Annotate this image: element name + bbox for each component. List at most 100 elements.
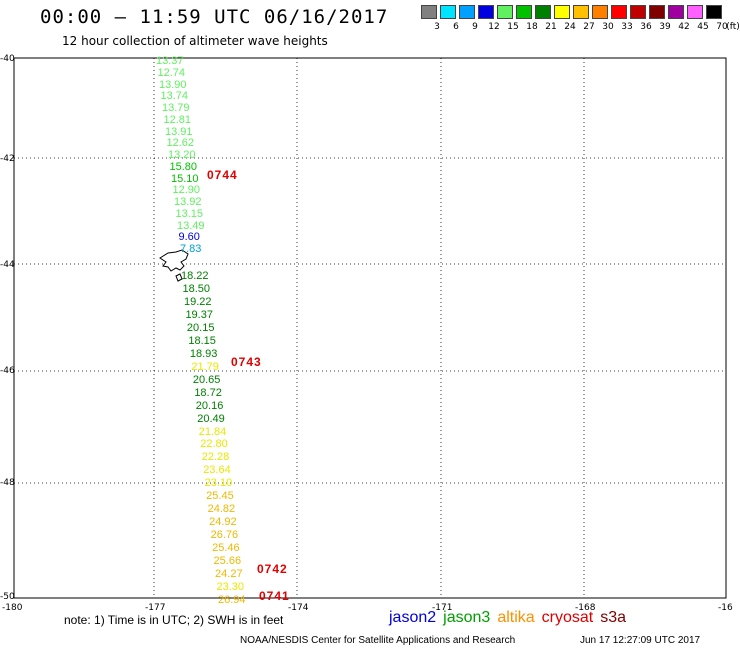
wave-height-value: 20.16 [195,399,224,412]
wave-height-value: 18.93 [189,347,218,360]
wave-height-value: 13.79 [162,102,190,114]
wave-height-value: 12.62 [166,137,195,150]
scale-swatch-27 [573,5,589,19]
wave-height-value: 23.64 [203,464,231,477]
scale-label-12: 12 [488,22,500,32]
island-detail [175,273,183,282]
scale-swatch-18 [516,5,532,19]
scale-label-15: 15 [507,22,519,32]
pass-time-label: 0742 [257,562,288,576]
wave-height-value: 13.74 [160,90,189,103]
x-tick-label: -16 [718,603,733,613]
wave-height-value: 24.27 [215,568,243,581]
legend-jason3: jason3 [443,609,491,626]
scale-label-42: 42 [678,22,690,32]
scale-label-33: 33 [621,22,633,32]
scale-swatch-21 [535,5,551,19]
scale-swatch-33 [611,5,627,19]
wave-height-value: 22.28 [201,451,230,464]
legend-jason2: jason2 [389,609,437,626]
wave-height-value: 13.91 [165,125,193,138]
scale-label-21: 21 [545,22,557,32]
wave-height-value: 9.60 [178,231,200,244]
wave-height-value: 24.82 [207,503,236,516]
pass-time-label: 0744 [207,168,238,182]
wave-height-value: 21.84 [198,425,227,438]
scale-label-30: 30 [602,22,614,32]
scale-label-36: 36 [640,22,652,32]
scale-swatch-30 [592,5,608,19]
units-note: note: 1) Time is in UTC; 2) SWH is in fe… [64,613,284,627]
credit-line: NOAA/NESDIS Center for Satellite Applica… [240,635,516,646]
y-tick-label: -48 [0,478,15,488]
scale-swatch-70 [706,5,722,19]
wave-height-value: 19.22 [183,295,212,308]
scale-label-45: 45 [697,22,709,32]
scale-label-9: 9 [472,22,478,32]
wave-height-value: 18.22 [181,270,209,282]
scale-unit: (ft) [726,22,740,32]
wave-height-value: 13.15 [175,207,204,220]
wave-height-value: 24.92 [209,516,237,529]
x-tick-label: -171 [432,603,453,613]
x-tick-label: -168 [575,603,596,613]
scale-label-3: 3 [434,22,440,32]
wave-height-value: 25.66 [213,555,242,568]
wave-height-value: 13.92 [174,196,202,208]
scale-label-6: 6 [453,22,459,32]
chart-subtitle: 12 hour collection of altimeter wave hei… [62,34,328,48]
scale-swatch-15 [497,5,513,19]
grid-lines [14,58,726,598]
chart-title: 00:00 – 11:59 UTC 06/16/2017 [40,6,389,28]
wave-height-value: 7.83 [180,243,202,255]
wave-height-value: 25.46 [212,542,240,555]
scale-swatch-36 [630,5,646,19]
wave-height-value: 21.79 [191,360,219,373]
legend-cryosat: cryosat [541,609,594,626]
satellite-legend: jason2 jason3 altika cryosat s3a [389,609,633,627]
wave-height-value: 25.45 [206,490,234,503]
wave-height-value: 18.15 [188,334,216,347]
wave-height-value: 26.76 [210,529,239,542]
wave-height-value: 20.15 [186,321,215,334]
generation-timestamp: Jun 17 12:27:09 UTC 2017 [580,635,701,646]
x-tick-label: -180 [2,603,23,613]
wave-height-value: 18.72 [194,386,222,399]
wave-height-value: 20.65 [192,373,221,386]
scale-label-24: 24 [564,22,576,32]
y-tick-label: -44 [0,260,15,270]
pass-time-label: 0741 [259,589,290,603]
scale-label-27: 27 [583,22,595,32]
wave-height-value: 19.37 [185,308,213,321]
wave-height-value: 15.10 [171,172,199,185]
wave-height-value: 13.37 [156,55,184,67]
wave-height-value: 13.49 [177,219,205,232]
scale-swatch-6 [440,5,456,19]
legend-s3a: s3a [600,609,627,626]
island-outline [159,249,189,272]
pass-time-label: 0743 [231,355,262,369]
map-border [13,57,727,599]
wave-height-value: 18.50 [182,282,210,295]
scale-label-18: 18 [526,22,538,32]
wave-height-value: 23.30 [216,581,245,594]
legend-altika: altika [497,609,535,626]
scale-label-39: 39 [659,22,671,32]
scale-swatch-12 [478,5,494,19]
scale-swatch-39 [649,5,665,19]
y-tick-label: -40 [0,54,15,64]
wave-height-value: 15.80 [169,160,198,173]
wave-height-value: 12.81 [163,113,192,126]
wave-height-value: 13.20 [168,149,196,161]
scale-swatch-45 [687,5,703,19]
wave-height-value: 23.10 [204,477,233,490]
wave-height-value: 22.80 [200,438,228,451]
wave-height-value: 26.94 [218,594,246,606]
wave-height-value: 12.90 [172,184,201,197]
scale-label-70: 70 [716,22,728,32]
scale-swatch-3 [421,5,437,19]
y-tick-label: -50 [0,592,15,602]
wave-height-value: 12.74 [157,66,186,79]
y-tick-label: -42 [0,154,15,164]
